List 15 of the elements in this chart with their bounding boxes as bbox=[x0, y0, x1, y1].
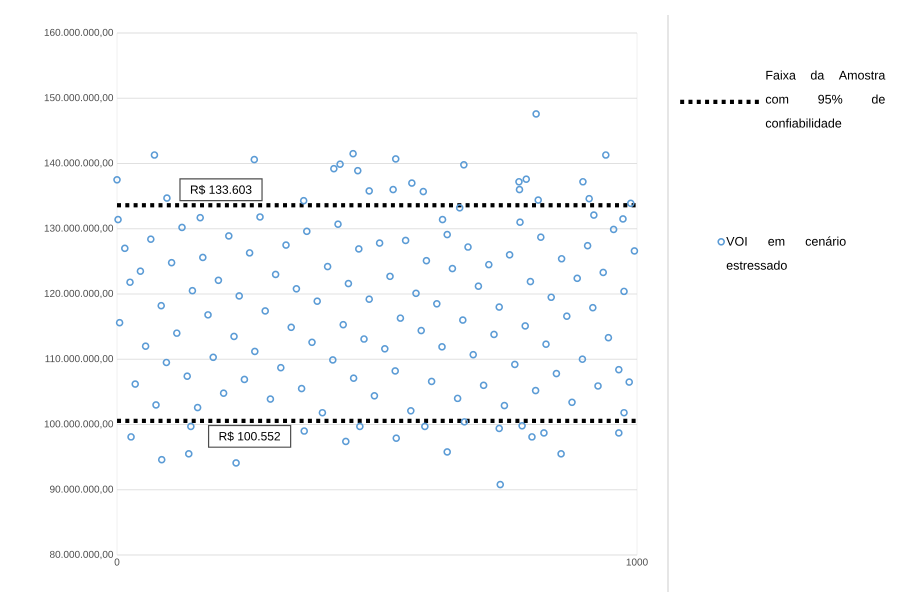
x-tick-label: 0 bbox=[114, 558, 120, 566]
y-tick-label: 90.000.000,00 bbox=[50, 486, 114, 494]
y-tick-label: 150.000.000,00 bbox=[44, 94, 114, 102]
y-tick-label: 120.000.000,00 bbox=[44, 290, 114, 298]
text: Faixa da Amostra com 95% de confiabilidade bbox=[766, 70, 886, 128]
y-tick-label: 100.000.000,00 bbox=[44, 420, 114, 429]
y-tick-label: 160.000.000,00 bbox=[44, 28, 114, 38]
x-tick-label: 1000 bbox=[626, 558, 648, 566]
ref-line-label: R$ 133.603 bbox=[190, 184, 252, 195]
legend-label: VOI em cenário estressado bbox=[726, 236, 846, 270]
ref-line-label: R$ 100.552 bbox=[220, 431, 280, 442]
y-tick-label: 80.000.000,00 bbox=[50, 550, 114, 560]
y-tick-label: 140.000.000,00 bbox=[44, 159, 114, 168]
y-tick-label: 130.000.000,00 bbox=[44, 224, 114, 233]
y-tick-label: 110.000.000,00 bbox=[45, 355, 114, 364]
